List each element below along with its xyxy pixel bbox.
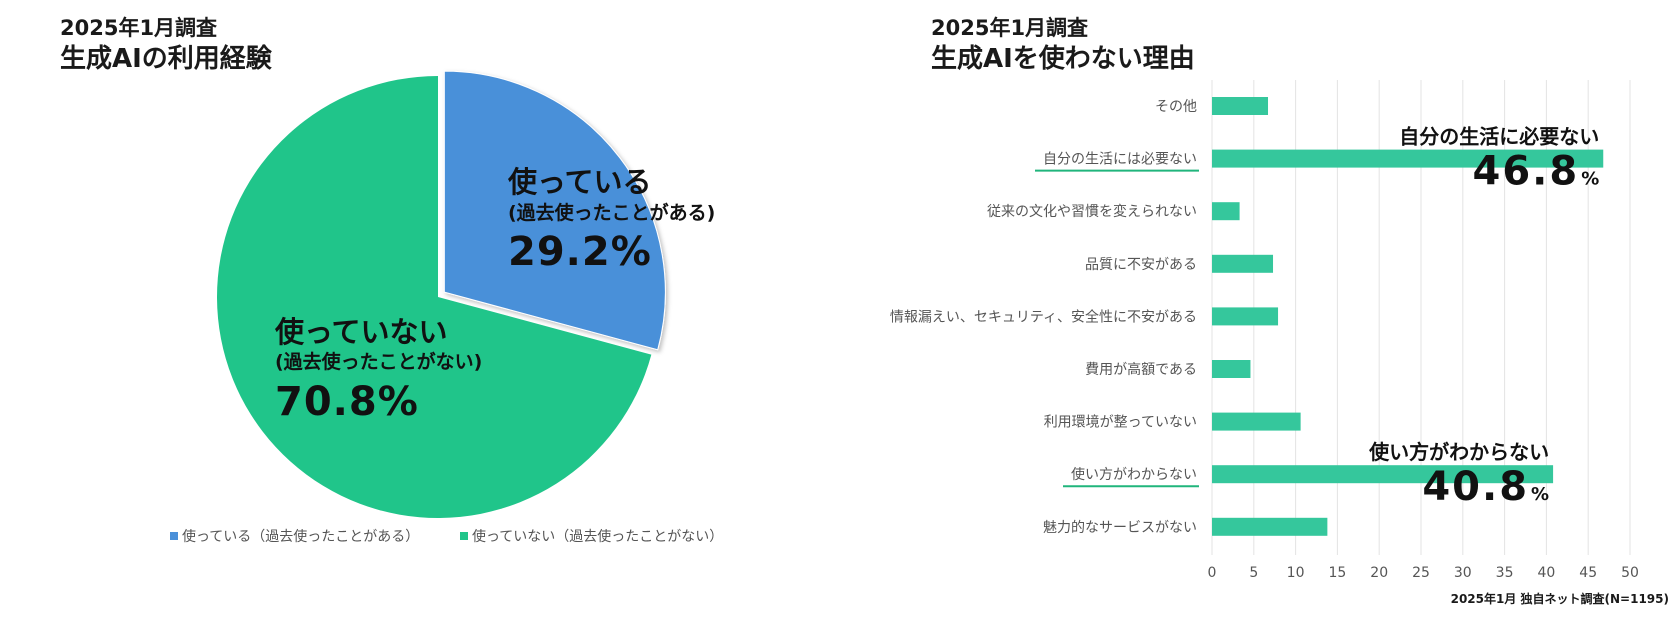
bar [1212,360,1251,378]
category-label: 情報漏えい、セキュリティ、安全性に不安がある [890,308,1197,325]
callout-label: 自分の生活に必要ない [1399,125,1599,149]
pie-chart-subtitle: 2025年1月調査 [60,16,218,40]
x-tick-label: 35 [1496,565,1514,581]
bar [1212,307,1279,326]
callout-unit: % [1581,169,1599,190]
category-label: 利用環境が整っていない [1044,415,1197,431]
callout-number: 46.8 [1472,149,1579,195]
bar [1212,149,1604,168]
x-tick-label: 30 [1454,565,1472,581]
pie-chart-title: 生成AIの利用経験 [60,44,272,74]
pie-sublabel-used: (過去使ったことがある) [508,201,715,224]
legend-label-used: 使っている（過去使ったことがある） [182,528,419,545]
category-label: その他 [1155,99,1197,115]
pie-sublabel-not-used: (過去使ったことがない) [275,350,482,373]
category-label: 自分の生活には必要ない [1043,152,1197,168]
x-tick-label: 15 [1328,565,1346,581]
legend-swatch-not-used [460,532,468,540]
x-tick-label: 0 [1208,565,1217,581]
x-tick-label: 45 [1579,565,1597,581]
pie-label-not-used: 使っていない [274,315,448,349]
pie-slice-not-used [217,76,652,518]
x-tick-label: 25 [1412,565,1430,581]
x-tick-label: 40 [1537,565,1555,581]
legend-swatch-used [170,532,178,540]
x-tick-label: 20 [1370,565,1388,581]
x-tick-label: 10 [1287,565,1305,581]
bar [1212,465,1554,484]
callout-label: 使い方がわからない [1368,440,1549,464]
category-label: 使い方がわからない [1071,466,1197,483]
bar [1212,412,1301,431]
bar [1212,97,1269,115]
pie-slice-used [443,70,666,351]
legend-label-not-used: 使っていない（過去使ったことがない） [472,528,723,545]
category-label: 魅力的なサービスがない [1043,520,1197,536]
pie-value-used: 29.2% [508,229,652,275]
callout-unit: % [1531,484,1549,505]
category-label: 品質に不安がある [1085,257,1197,273]
bar [1212,517,1328,536]
callout-number: 40.8 [1422,464,1529,510]
bar-chart-subtitle: 2025年1月調査 [931,16,1089,40]
footnote: 2025年1月 独自ネット調査(N=1195) [1450,592,1669,606]
pie-label-used: 使っている [507,165,652,199]
pie-value-not-used: 70.8% [275,379,419,425]
callout-value: 40.8% [1422,464,1549,510]
bar [1212,254,1274,273]
x-tick-label: 5 [1249,565,1258,581]
bar [1212,202,1240,221]
category-label: 費用が高額である [1085,361,1197,378]
x-tick-label: 50 [1621,565,1639,581]
category-label: 従来の文化や習慣を変えられない [987,203,1197,220]
bar-chart-title: 生成AIを使わない理由 [931,44,1195,74]
callout-value: 46.8% [1472,149,1599,195]
